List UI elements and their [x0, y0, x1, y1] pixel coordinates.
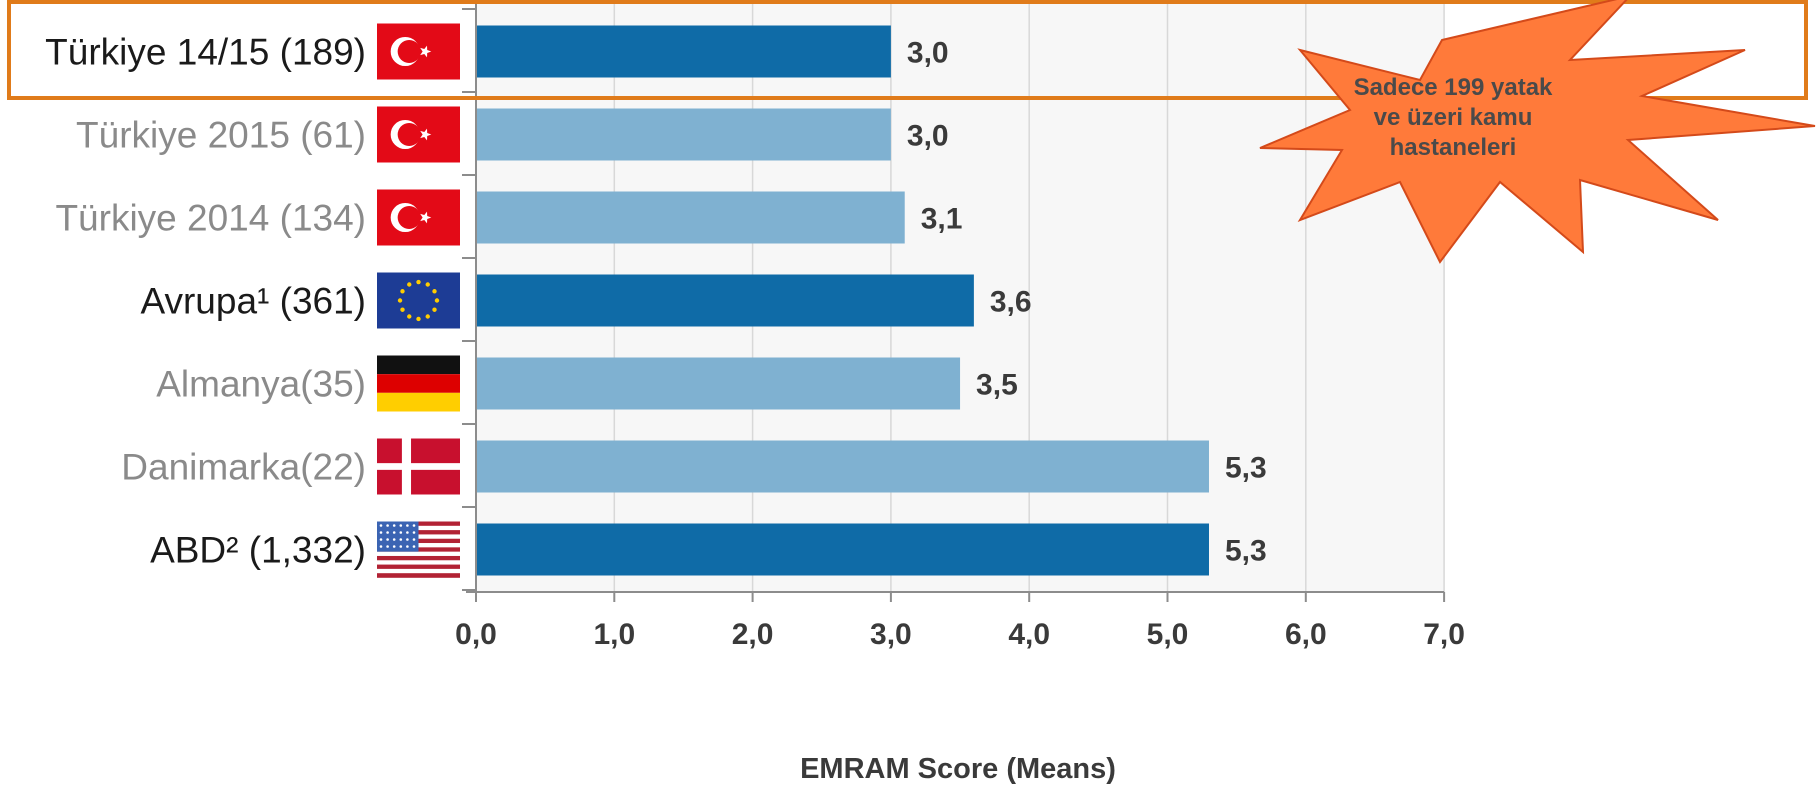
callout-burst: Sadece 199 yatak ve üzeri kamu hastanele… — [1259, 0, 1816, 264]
denmark-flag-icon — [377, 438, 460, 495]
turkey-flag-icon — [377, 106, 460, 163]
bar — [476, 440, 1209, 493]
value-label: 3,6 — [990, 286, 1032, 319]
x-tick-label: 5,0 — [1147, 618, 1189, 651]
germany-flag-icon — [377, 355, 460, 412]
x-axis-title: EMRAM Score (Means) — [800, 753, 1116, 785]
bar — [476, 523, 1209, 576]
bar — [476, 274, 974, 327]
callout-line-3: hastaneleri — [1390, 134, 1517, 161]
bar — [476, 108, 891, 161]
category-labels: Türkiye 14/15 (189) Türkiye 2015 (61) Türk… — [45, 32, 366, 571]
callout-line-1: Sadece 199 yatak — [1354, 74, 1553, 101]
category-label: Almanya(35) — [156, 364, 366, 405]
bar — [476, 191, 905, 244]
x-tick-label: 3,0 — [870, 618, 912, 651]
highlight-box — [7, 0, 1808, 100]
category-label: ABD² (1,332) — [150, 530, 366, 571]
value-label: 3,5 — [976, 369, 1018, 402]
value-label: 5,3 — [1225, 535, 1267, 568]
x-tick-label: 6,0 — [1285, 618, 1327, 651]
bar — [476, 357, 961, 410]
eu-flag-icon — [377, 272, 460, 329]
x-tick-label: 0,0 — [455, 618, 497, 651]
value-label: 3,0 — [907, 37, 949, 70]
x-axis: 0,0 1,0 2,0 3,0 4,0 5,0 6,0 7,0 — [455, 0, 1465, 651]
x-tick-label: 2,0 — [732, 618, 774, 651]
value-label: 3,0 — [907, 120, 949, 153]
turkey-flag-icon — [377, 189, 460, 246]
category-label: Türkiye 14/15 (189) — [45, 32, 366, 73]
callout-star-shape — [1259, 0, 1816, 264]
x-tick-label: 1,0 — [593, 618, 635, 651]
category-label: Türkiye 2015 (61) — [76, 115, 366, 156]
category-label: Danimarka(22) — [121, 447, 366, 488]
callout-line-2: ve üzeri kamu — [1374, 104, 1533, 131]
bar-series — [476, 25, 1209, 576]
usa-flag-icon — [377, 521, 460, 578]
turkey-flag-icon — [377, 23, 460, 80]
category-label: Türkiye 2014 (134) — [55, 198, 366, 239]
value-label: 5,3 — [1225, 452, 1267, 485]
bar — [476, 25, 891, 78]
value-labels: 3,0 3,0 3,1 3,6 3,5 5,3 5,3 — [907, 37, 1267, 568]
category-label: Avrupa¹ (361) — [140, 281, 366, 322]
value-label: 3,1 — [921, 203, 963, 236]
flags — [377, 23, 460, 578]
x-tick-label: 7,0 — [1423, 618, 1465, 651]
x-tick-label: 4,0 — [1008, 618, 1050, 651]
